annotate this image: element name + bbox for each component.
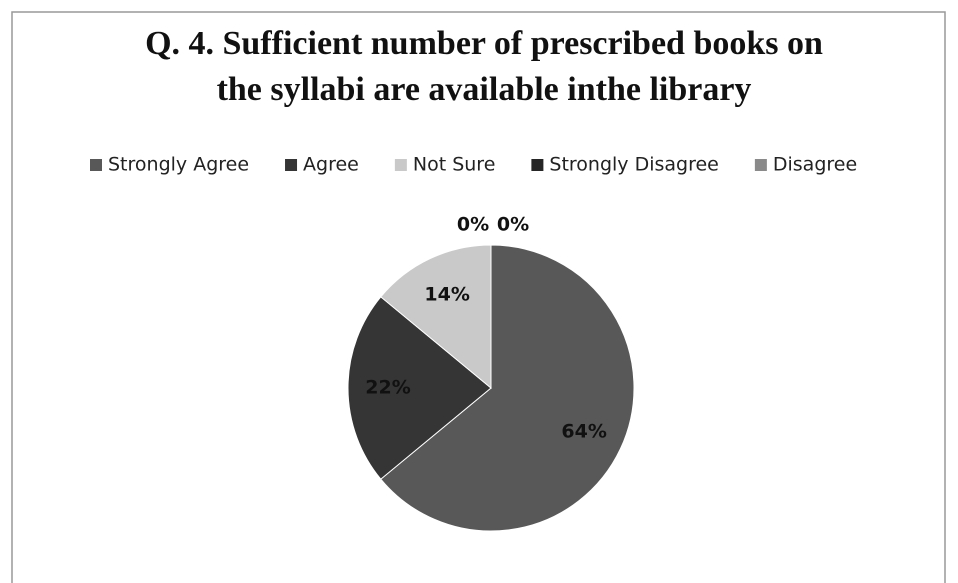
legend-label: Strongly Disagree [549,154,718,176]
pie-slice [380,244,492,390]
data-label: 14% [424,283,469,305]
legend-swatch [531,159,544,171]
data-label: 64% [561,420,606,442]
chart-title: Q. 4. Sufficient number of prescribed bo… [145,25,823,62]
legend-swatch [394,159,407,171]
data-label: 22% [365,377,410,399]
legend-label: Disagree [773,154,857,176]
legend-swatch [90,159,102,171]
data-label: 0% [497,214,529,236]
legend-label: Strongly Agree [108,154,249,176]
chart-title: the syllabi are available inthe library [217,71,752,108]
legend-label: Not Sure [413,154,496,176]
legend-swatch [754,159,767,171]
legend-label: Agree [303,154,359,176]
pie-slice [380,244,635,532]
legend-swatch [285,159,298,171]
data-label: 0% [457,214,489,236]
pie-slice [347,296,492,480]
